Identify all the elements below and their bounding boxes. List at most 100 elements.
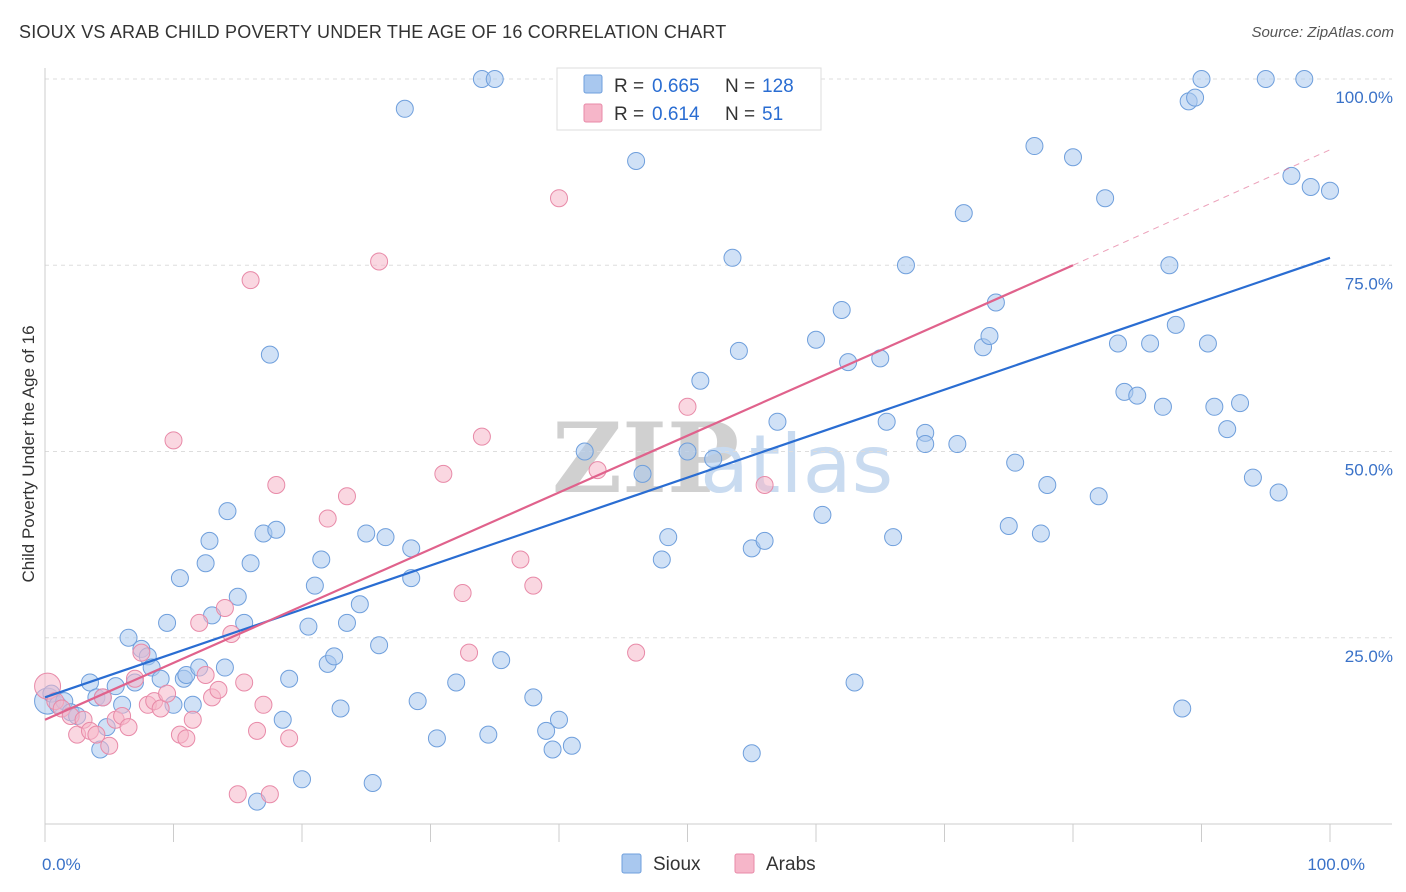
point-sioux-50 — [363, 774, 382, 793]
point-sioux-42 — [305, 576, 324, 595]
point-arabs-42 — [460, 643, 479, 662]
point-sioux-101 — [1031, 524, 1050, 543]
point-sioux-98 — [999, 517, 1018, 535]
legend-r-label-sioux: R = — [614, 76, 644, 97]
point-arabs-44 — [511, 550, 530, 569]
point-sioux-99 — [1006, 453, 1025, 472]
data-points — [34, 70, 1339, 811]
point-sioux-60 — [479, 725, 498, 744]
point-sioux-82 — [807, 330, 825, 349]
grid-lines — [45, 78, 1392, 639]
point-arabs-43 — [472, 427, 491, 446]
point-sioux-21 — [170, 569, 189, 588]
point-sioux-92 — [916, 435, 935, 454]
point-sioux-127 — [1321, 181, 1339, 200]
point-arabs-24 — [196, 666, 215, 684]
point-arabs-27 — [215, 598, 234, 617]
point-sioux-51 — [370, 636, 389, 655]
point-sioux-74 — [691, 371, 710, 390]
point-sioux-126 — [1301, 178, 1320, 197]
point-sioux-105 — [1096, 189, 1115, 208]
point-sioux-116 — [1192, 70, 1211, 88]
point-arabs-18 — [158, 684, 177, 703]
point-arabs-39 — [370, 252, 389, 271]
point-sioux-69 — [627, 151, 646, 170]
point-sioux-39 — [280, 669, 299, 688]
point-sioux-56 — [408, 692, 427, 711]
point-sioux-113 — [1173, 699, 1192, 718]
point-arabs-37 — [318, 509, 337, 528]
point-sioux-30 — [218, 502, 237, 521]
point-arabs-23 — [190, 613, 209, 632]
point-sioux-81 — [768, 412, 787, 431]
point-arabs-33 — [254, 695, 273, 714]
point-sioux-117 — [1198, 334, 1217, 353]
point-sioux-19 — [158, 613, 177, 632]
chart-title: SIOUX VS ARAB CHILD POVERTY UNDER THE AG… — [19, 22, 727, 42]
point-sioux-62 — [492, 651, 511, 670]
point-sioux-49 — [357, 524, 376, 543]
point-sioux-109 — [1141, 334, 1160, 353]
axes: 25.0% 50.0% 75.0% 100.0% 0.0% 100.0% — [42, 68, 1393, 874]
point-sioux-57 — [427, 729, 446, 748]
point-sioux-78 — [742, 744, 761, 763]
legend-n-value-sioux: 128 — [762, 76, 794, 97]
point-sioux-124 — [1282, 166, 1301, 185]
legend-swatch-sioux — [583, 74, 603, 94]
point-sioux-47 — [337, 613, 356, 632]
point-sioux-53 — [395, 99, 414, 118]
point-sioux-93 — [948, 435, 967, 454]
point-sioux-73 — [678, 442, 697, 461]
point-sioux-27 — [200, 531, 219, 550]
point-sioux-13 — [119, 628, 138, 647]
legend-r-value-sioux: 0.665 — [652, 76, 700, 97]
point-sioux-46 — [331, 699, 350, 718]
point-sioux-33 — [241, 554, 260, 573]
point-arabs-19 — [164, 431, 183, 450]
point-sioux-112 — [1166, 315, 1185, 334]
point-sioux-86 — [845, 673, 864, 692]
point-sioux-36 — [260, 345, 279, 364]
point-sioux-65 — [543, 740, 562, 759]
point-arabs-31 — [241, 271, 260, 290]
correlation-legend: R = 0.665 N = 128 R = 0.614 N = 51 — [556, 67, 822, 131]
point-sioux-63 — [524, 688, 543, 707]
point-arabs-49 — [678, 397, 697, 416]
point-sioux-75 — [704, 449, 723, 468]
point-arabs-41 — [453, 584, 472, 603]
trend-line-arabs — [44, 264, 1074, 721]
point-arabs-46 — [550, 189, 568, 208]
point-sioux-80 — [755, 531, 774, 550]
point-sioux-94 — [954, 204, 973, 223]
point-sioux-119 — [1218, 420, 1237, 439]
point-sioux-88 — [877, 412, 896, 431]
series-legend-swatch-arabs — [734, 853, 755, 874]
legend-n-label-arabs: N = — [725, 104, 755, 125]
point-sioux-26 — [196, 554, 215, 573]
point-sioux-70 — [633, 464, 652, 483]
y-tick-label-25: 25.0% — [1345, 647, 1393, 666]
legend-n-label-sioux: N = — [725, 76, 755, 97]
trend-extension-arabs — [1072, 149, 1331, 266]
point-sioux-31 — [228, 587, 247, 606]
point-sioux-71 — [652, 550, 671, 569]
trend-lines — [44, 149, 1331, 721]
point-sioux-83 — [813, 505, 832, 524]
point-arabs-21 — [177, 729, 196, 748]
y-axis-title: Child Poverty Under the Age of 16 — [19, 325, 38, 582]
point-arabs-29 — [228, 785, 247, 804]
point-arabs-13 — [125, 669, 144, 688]
point-sioux-37 — [267, 520, 286, 539]
point-sioux-18 — [151, 669, 170, 688]
point-sioux-41 — [299, 617, 318, 636]
point-sioux-43 — [312, 550, 331, 569]
point-arabs-48 — [627, 643, 646, 662]
legend-swatch-arabs — [583, 103, 603, 123]
point-sioux-111 — [1160, 256, 1179, 275]
point-sioux-67 — [562, 736, 581, 755]
point-arabs-30 — [235, 673, 254, 692]
point-arabs-7 — [87, 725, 106, 744]
point-sioux-77 — [729, 341, 748, 360]
point-arabs-22 — [183, 710, 202, 729]
